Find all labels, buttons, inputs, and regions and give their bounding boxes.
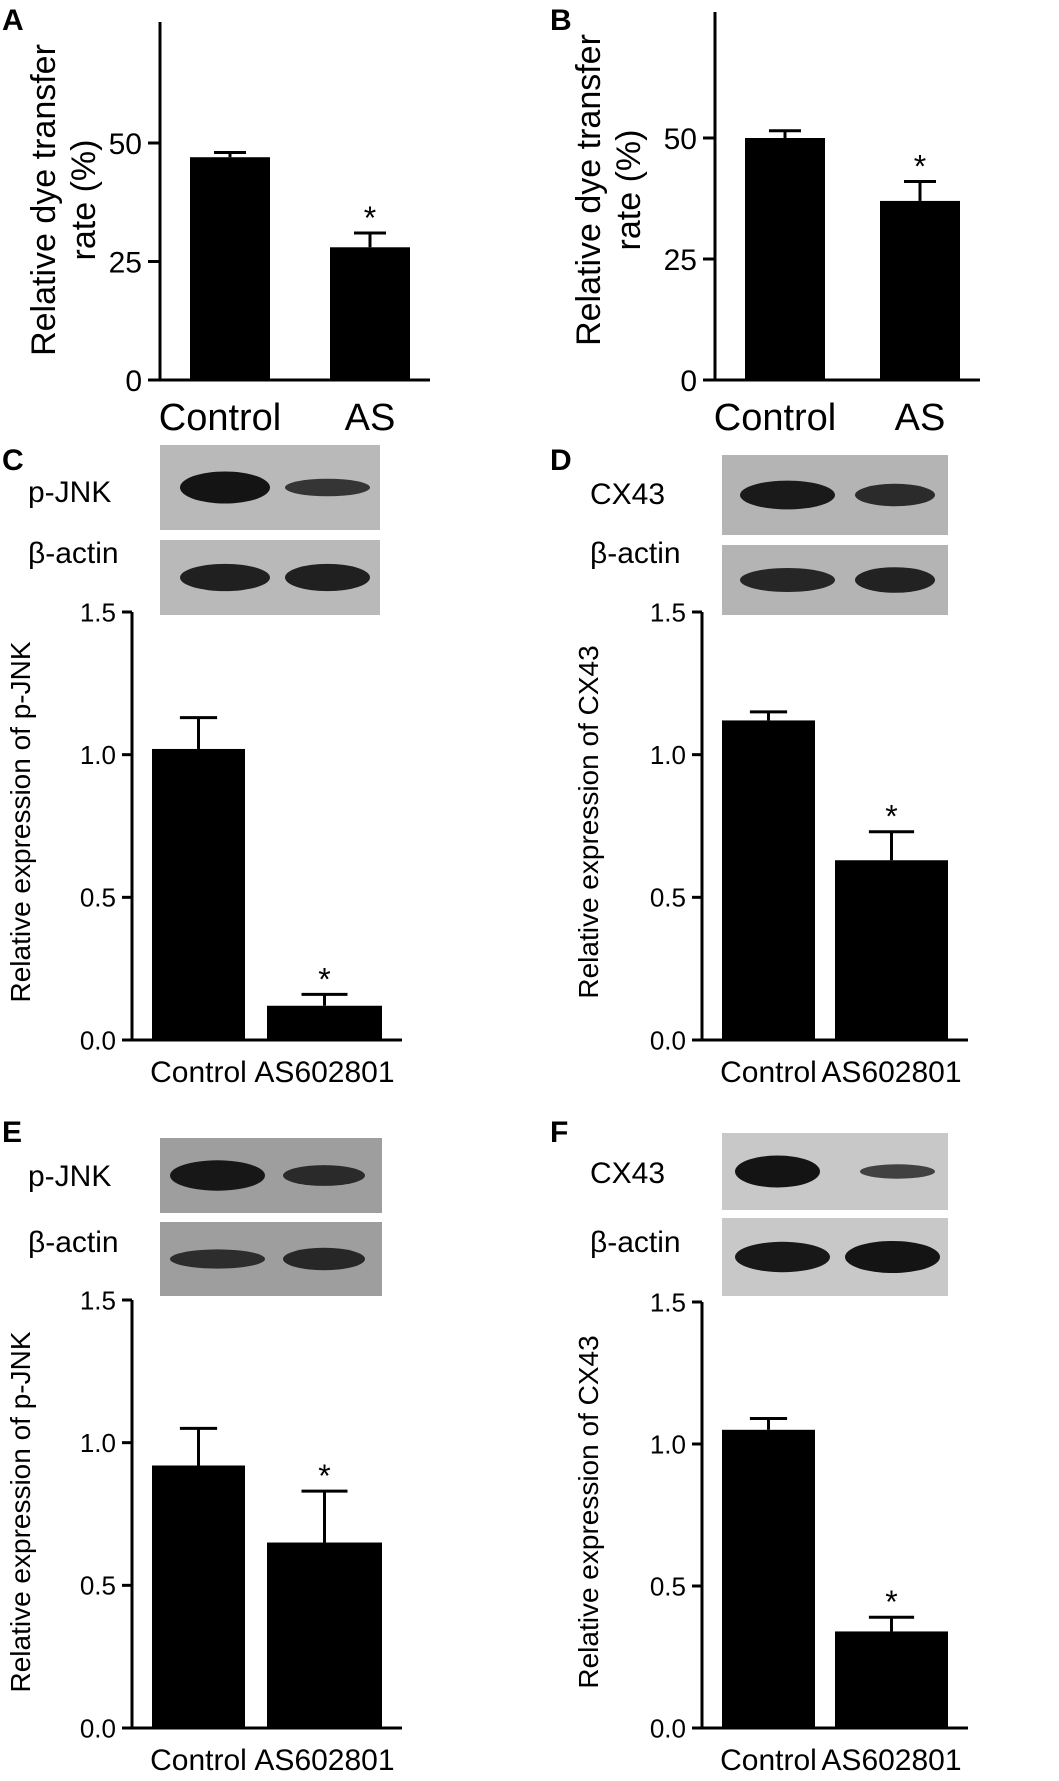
category-label: AS <box>895 397 946 439</box>
blot-band-treated <box>855 483 935 507</box>
y-tick-label: 1.5 <box>80 1285 116 1315</box>
category-label: Control <box>714 397 837 439</box>
y-axis-label-line: Relative dye transfer <box>25 44 63 356</box>
category-label: AS602801 <box>821 1056 961 1089</box>
bar-as602801 <box>835 860 948 1040</box>
blot-band-control <box>735 1155 820 1188</box>
bar-as <box>880 200 960 380</box>
blot-label-loading: β-actin <box>28 537 119 570</box>
y-tick-label: 50 <box>109 128 142 161</box>
blot-band-control <box>740 568 835 592</box>
y-tick-label: 1.0 <box>650 1429 686 1459</box>
blot-band-control <box>735 1241 830 1273</box>
bar-control <box>152 748 245 1040</box>
category-label: AS602801 <box>254 1056 394 1089</box>
y-tick-label: 0.5 <box>80 1571 116 1601</box>
blot-label-target: CX43 <box>590 1157 665 1190</box>
category-label: Control <box>720 1744 817 1777</box>
category-label: Control <box>720 1056 817 1089</box>
y-tick-label: 1.5 <box>650 1287 686 1317</box>
blot-label-target: p-JNK <box>28 476 111 509</box>
category-label: Control <box>159 397 282 439</box>
y-tick-label: 0.0 <box>80 1025 116 1055</box>
blot-band-treated <box>283 1165 365 1186</box>
y-axis-label-line: Relative dye transfer <box>570 34 608 346</box>
blot-band-treated <box>845 1241 940 1273</box>
bar-control <box>745 138 825 380</box>
category-label: AS602801 <box>821 1744 961 1777</box>
y-tick-label: 1.5 <box>80 597 116 627</box>
bar-as602801 <box>267 1005 382 1040</box>
significance-mark: * <box>914 149 926 185</box>
category-label: Control <box>150 1744 247 1777</box>
blot-band-treated <box>285 563 370 592</box>
y-tick-label: 0 <box>125 365 142 398</box>
y-tick-label: 50 <box>664 123 697 156</box>
blot-band-control <box>180 471 270 504</box>
significance-mark: * <box>318 1458 330 1494</box>
blot-label-target: p-JNK <box>28 1160 111 1193</box>
panel-letter: E <box>2 1116 22 1149</box>
bar-control <box>722 720 815 1040</box>
y-tick-label: 0.5 <box>650 1571 686 1601</box>
bar-control <box>190 157 270 380</box>
panel-letter: C <box>2 444 24 477</box>
panel-letter: F <box>550 1116 568 1149</box>
bar-as602801 <box>267 1542 382 1728</box>
bar-control <box>152 1465 245 1728</box>
blot-band-treated <box>285 478 370 497</box>
category-label: Control <box>150 1056 247 1089</box>
y-tick-label: 0.0 <box>650 1025 686 1055</box>
significance-mark: * <box>885 1584 897 1620</box>
y-tick-label: 0.5 <box>80 883 116 913</box>
blot-band-control <box>170 1160 265 1191</box>
y-tick-label: 25 <box>664 244 697 277</box>
panel-d: D CX43 β-actin 0.0 0.5 1.0 1.5 Control * AS602801… <box>550 444 968 1089</box>
panel-letter: D <box>550 444 572 477</box>
y-tick-label: 0 <box>680 365 697 398</box>
y-axis-label-line: rate (%) <box>610 130 648 251</box>
y-axis-label: Relative expression of p-JNK <box>5 641 36 1002</box>
category-label: AS602801 <box>254 1744 394 1777</box>
panel-f: F CX43 β-actin 0.0 0.5 1.0 1.5 Control * AS602801… <box>550 1116 968 1777</box>
bar-as <box>330 247 410 380</box>
significance-mark: * <box>885 799 897 835</box>
blot-label-loading: β-actin <box>28 1226 119 1259</box>
panel-e: Ep-JNK β-actin 0.0 0.5 1.0 1.5 Control * AS60280… <box>2 1116 402 1777</box>
blot-band-treated <box>860 1164 935 1179</box>
blot-label-target: CX43 <box>590 478 665 511</box>
blot-band-control <box>740 480 835 510</box>
y-axis-label: Relative expression of CX43 <box>573 1335 604 1688</box>
panel-a: A 0 25 50 Control * AS Relative dye transfer rat… <box>2 4 430 439</box>
panel-letter: A <box>2 4 24 37</box>
blot-band-treated <box>283 1247 365 1271</box>
panel-c: Cp-JNK β-actin 0.0 0.5 1.0 1.5 Control * AS60280… <box>2 444 402 1089</box>
y-tick-label: 0.0 <box>650 1713 686 1743</box>
blot-band-treated <box>855 567 935 593</box>
significance-mark: * <box>364 200 376 236</box>
significance-mark: * <box>318 961 330 997</box>
y-axis-label: Relative expression of p-JNK <box>5 1331 36 1692</box>
y-axis-label-line: rate (%) <box>65 140 103 261</box>
category-label: AS <box>345 397 396 439</box>
panel-b: B 0 25 50 Control * AS Relative dye transfer rat… <box>550 4 980 439</box>
bar-control <box>722 1429 815 1728</box>
y-tick-label: 0.0 <box>80 1713 116 1743</box>
y-tick-label: 1.0 <box>650 740 686 770</box>
blot-label-loading: β-actin <box>590 1226 681 1259</box>
y-tick-label: 0.5 <box>650 883 686 913</box>
blot-label-loading: β-actin <box>590 537 681 570</box>
y-tick-label: 1.5 <box>650 597 686 627</box>
y-tick-label: 1.0 <box>80 740 116 770</box>
y-axis-label: Relative expression of CX43 <box>573 645 604 998</box>
bar-as602801 <box>835 1631 948 1728</box>
blot-band-control <box>170 1249 265 1269</box>
panel-letter: B <box>550 4 572 37</box>
y-tick-label: 25 <box>109 246 142 279</box>
y-tick-label: 1.0 <box>80 1428 116 1458</box>
blot-band-control <box>180 563 270 592</box>
